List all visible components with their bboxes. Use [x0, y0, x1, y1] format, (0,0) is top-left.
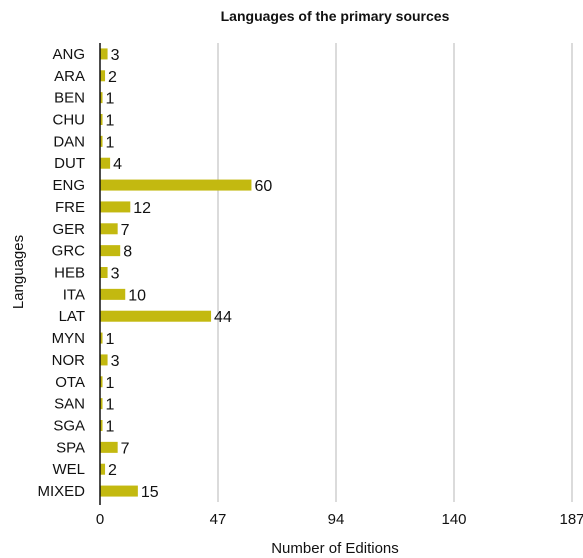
x-axis-label: Number of Editions [271, 540, 399, 557]
category-label: NOR [52, 352, 86, 369]
category-label: ENG [52, 177, 85, 194]
category-label: FRE [55, 199, 85, 216]
value-label: 3 [111, 47, 120, 64]
x-tick-labels: 0 47 94 140 187 [96, 511, 583, 528]
bar [100, 332, 103, 344]
x-tick-label: 140 [441, 511, 466, 528]
value-label: 2 [108, 462, 117, 479]
value-label: 1 [106, 134, 115, 151]
bar [100, 398, 103, 410]
value-label: 15 [141, 484, 159, 501]
category-label: LAT [59, 308, 85, 325]
value-label: 7 [121, 222, 130, 239]
x-tick-label: 0 [96, 511, 104, 528]
bar [100, 201, 131, 213]
bars [100, 48, 252, 497]
bar [100, 157, 111, 169]
x-tick-label: 47 [210, 511, 227, 528]
category-label: GER [52, 221, 85, 238]
bar [100, 267, 108, 278]
value-label: 7 [121, 440, 130, 457]
value-label: 60 [254, 178, 272, 195]
bar [100, 245, 121, 257]
category-label: SAN [54, 396, 85, 413]
chart-title: Languages of the primary sources [221, 8, 450, 24]
value-label: 1 [106, 397, 115, 414]
value-label: 1 [106, 419, 115, 436]
value-label: 44 [214, 309, 232, 326]
bar [100, 135, 103, 147]
bar [100, 354, 108, 366]
bar [100, 70, 106, 82]
bar [100, 485, 138, 497]
bar [100, 114, 103, 125]
value-label: 12 [133, 200, 151, 217]
value-label: 8 [123, 244, 132, 261]
category-label: MYN [52, 330, 85, 347]
bar [100, 441, 118, 453]
x-tick-label: 94 [328, 511, 345, 528]
category-label: ITA [63, 286, 85, 303]
y-axis-label: Languages [10, 235, 27, 309]
bar [100, 179, 252, 191]
category-label: DUT [54, 155, 85, 172]
category-label: HEB [54, 265, 85, 282]
gridlines [217, 43, 573, 502]
category-label: ARA [54, 68, 85, 85]
category-label: GRC [52, 243, 86, 260]
category-label: SPA [56, 439, 85, 456]
category-label: CHU [53, 112, 86, 129]
bar [100, 463, 106, 475]
value-label: 1 [106, 375, 115, 392]
category-label: MIXED [37, 483, 85, 500]
bar [100, 420, 103, 431]
category-label: SGA [53, 418, 85, 435]
category-label: WEL [52, 461, 85, 478]
value-label: 1 [106, 91, 115, 108]
category-label: DAN [53, 133, 85, 150]
category-label: BEN [54, 90, 85, 107]
bar [100, 223, 118, 235]
bar [100, 92, 103, 104]
value-label: 1 [106, 331, 115, 348]
category-label: OTA [55, 374, 85, 391]
bar [100, 288, 126, 300]
value-label: 4 [113, 156, 122, 173]
value-label: 1 [106, 113, 115, 130]
category-label: ANG [52, 46, 85, 63]
value-label: 2 [108, 69, 117, 86]
bar [100, 310, 212, 322]
category-labels: ANG ARA BEN CHU DAN DUT ENG FRE GER GRC HEB ITA LAT M… [37, 46, 85, 500]
bar [100, 48, 108, 60]
x-tick-label: 187 [559, 511, 583, 528]
value-label: 3 [111, 266, 120, 283]
value-label: 10 [128, 287, 146, 304]
value-label: 3 [111, 353, 120, 370]
bar [100, 376, 103, 388]
